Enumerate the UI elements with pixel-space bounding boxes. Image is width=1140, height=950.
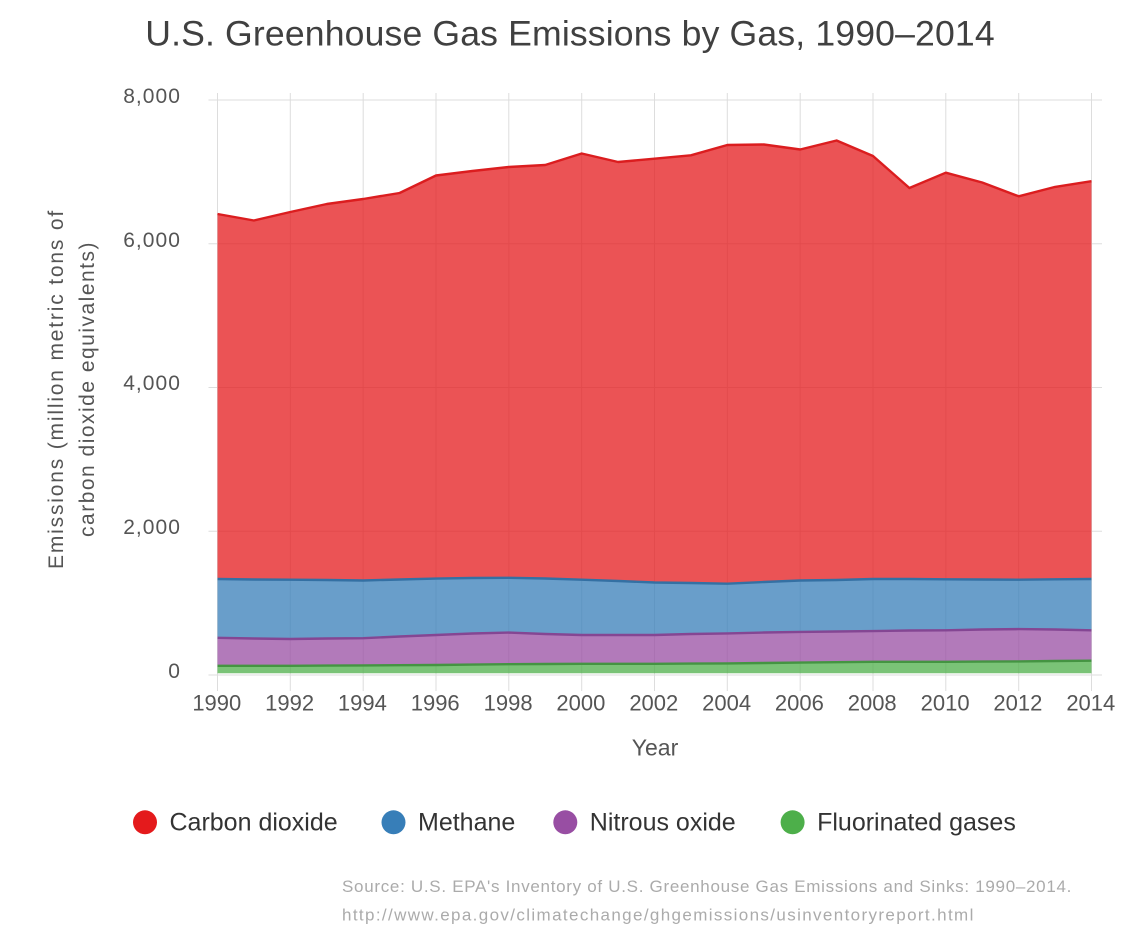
svg-text:1998: 1998 (484, 691, 533, 716)
svg-text:Nitrous oxide: Nitrous oxide (590, 809, 736, 837)
svg-text:6,000: 6,000 (123, 229, 181, 252)
svg-text:2014: 2014 (1066, 691, 1115, 716)
svg-text:Year: Year (632, 735, 679, 761)
svg-text:1996: 1996 (411, 691, 460, 716)
svg-text:0: 0 (168, 660, 181, 683)
svg-text:2008: 2008 (848, 691, 897, 716)
svg-text:1992: 1992 (265, 691, 314, 716)
svg-text:8,000: 8,000 (123, 85, 181, 108)
svg-text:2,000: 2,000 (123, 516, 181, 539)
svg-text:Methane: Methane (418, 809, 515, 837)
svg-text:2004: 2004 (702, 691, 751, 716)
svg-text:Source: U.S. EPA's Inventory o: Source: U.S. EPA's Inventory of U.S. Gre… (342, 877, 1072, 896)
svg-text:Carbon dioxide: Carbon dioxide (170, 809, 338, 837)
svg-text:Fluorinated gases: Fluorinated gases (817, 809, 1016, 837)
svg-text:U.S. Greenhouse Gas Emissions: U.S. Greenhouse Gas Emissions by Gas, 19… (145, 14, 995, 54)
svg-text:2006: 2006 (775, 691, 824, 716)
svg-text:2002: 2002 (629, 691, 678, 716)
svg-text:4,000: 4,000 (123, 372, 181, 395)
svg-text:2000: 2000 (556, 691, 605, 716)
svg-text:carbon dioxide equivalents): carbon dioxide equivalents) (76, 241, 99, 537)
svg-text:2012: 2012 (993, 691, 1042, 716)
svg-text:http://www.epa.gov/climatechan: http://www.epa.gov/climatechange/ghgemis… (342, 906, 975, 925)
svg-text:1994: 1994 (338, 691, 387, 716)
svg-text:1990: 1990 (192, 691, 241, 716)
svg-text:2010: 2010 (921, 691, 970, 716)
svg-text:Emissions (million metric tons: Emissions (million metric tons of (45, 209, 68, 569)
